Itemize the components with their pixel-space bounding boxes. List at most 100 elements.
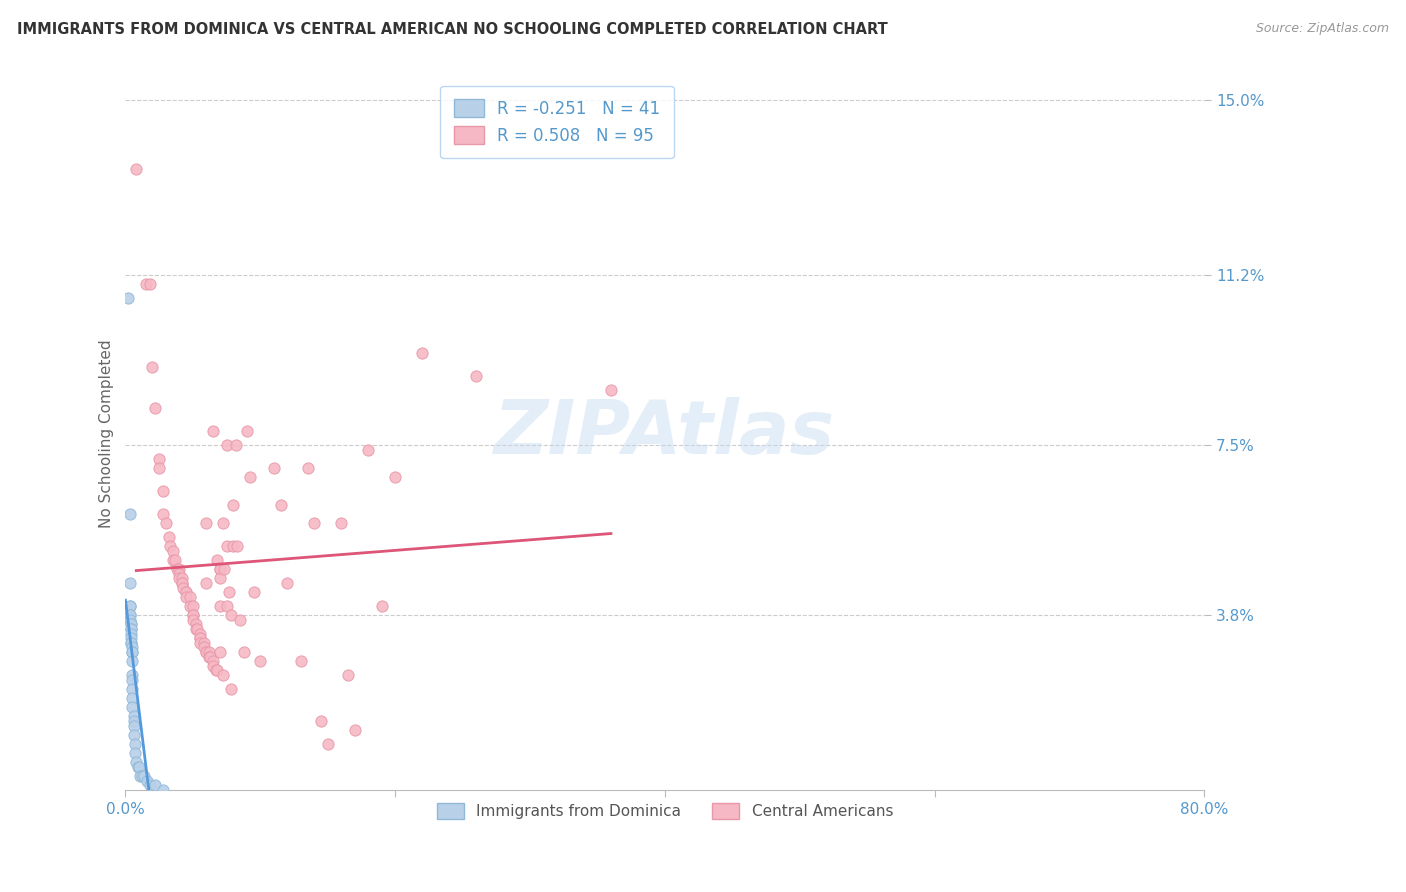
Point — [134, 769, 156, 783]
Point — [195, 645, 218, 659]
Point — [143, 401, 166, 416]
Point — [465, 369, 488, 384]
Point — [124, 737, 146, 751]
Point — [121, 681, 143, 696]
Point — [336, 668, 359, 682]
Point — [148, 452, 170, 467]
Point — [276, 576, 298, 591]
Point — [139, 277, 162, 292]
Point — [242, 585, 264, 599]
Point — [120, 636, 142, 650]
Point — [188, 626, 211, 640]
Point — [184, 617, 207, 632]
Point — [174, 585, 197, 599]
Point — [193, 636, 215, 650]
Point — [222, 539, 245, 553]
Point — [219, 608, 242, 623]
Point — [205, 553, 228, 567]
Point — [169, 562, 191, 576]
Point — [122, 728, 145, 742]
Point — [139, 778, 162, 792]
Point — [600, 383, 623, 397]
Point — [152, 783, 174, 797]
Point — [219, 681, 242, 696]
Point — [120, 622, 142, 636]
Point — [121, 690, 143, 705]
Point — [202, 425, 225, 439]
Point — [122, 714, 145, 728]
Point — [181, 599, 204, 613]
Point — [118, 576, 141, 591]
Point — [218, 585, 240, 599]
Point — [384, 470, 406, 484]
Point — [297, 461, 319, 475]
Point — [222, 498, 245, 512]
Point — [212, 562, 235, 576]
Point — [309, 714, 332, 728]
Point — [330, 516, 353, 531]
Point — [211, 516, 233, 531]
Point — [166, 562, 188, 576]
Point — [195, 576, 218, 591]
Point — [118, 599, 141, 613]
Point — [148, 461, 170, 475]
Point — [304, 516, 326, 531]
Point — [215, 599, 238, 613]
Point — [188, 631, 211, 645]
Point — [172, 572, 194, 586]
Point — [141, 359, 163, 374]
Point — [270, 498, 292, 512]
Point — [159, 539, 181, 553]
Point — [169, 572, 191, 586]
Point — [120, 617, 142, 632]
Point — [118, 507, 141, 521]
Point — [118, 599, 141, 613]
Point — [117, 291, 139, 305]
Point — [208, 599, 231, 613]
Point — [155, 516, 177, 531]
Point — [128, 760, 150, 774]
Point — [215, 539, 238, 553]
Point — [357, 442, 380, 457]
Point — [233, 645, 256, 659]
Point — [188, 636, 211, 650]
Point — [208, 572, 231, 586]
Point — [120, 617, 142, 632]
Point — [143, 778, 166, 792]
Point — [131, 769, 153, 783]
Point — [238, 470, 260, 484]
Point — [343, 723, 366, 738]
Point — [205, 664, 228, 678]
Point — [135, 277, 157, 292]
Point — [157, 530, 180, 544]
Point — [162, 544, 184, 558]
Point — [120, 636, 142, 650]
Point — [172, 576, 194, 591]
Point — [225, 438, 247, 452]
Point — [172, 576, 194, 591]
Point — [120, 622, 142, 636]
Point — [121, 673, 143, 687]
Point — [121, 654, 143, 668]
Point — [179, 599, 201, 613]
Point — [118, 608, 141, 623]
Point — [174, 590, 197, 604]
Point — [120, 626, 142, 640]
Point — [152, 507, 174, 521]
Point — [208, 562, 231, 576]
Point — [121, 668, 143, 682]
Point — [195, 516, 218, 531]
Point — [316, 737, 339, 751]
Point — [370, 599, 392, 613]
Point — [174, 585, 197, 599]
Point — [215, 438, 238, 452]
Point — [125, 756, 148, 770]
Point — [169, 566, 191, 581]
Point — [118, 613, 141, 627]
Point — [263, 461, 285, 475]
Point — [188, 631, 211, 645]
Point — [208, 562, 231, 576]
Point — [152, 484, 174, 499]
Point — [121, 640, 143, 655]
Point — [211, 668, 233, 682]
